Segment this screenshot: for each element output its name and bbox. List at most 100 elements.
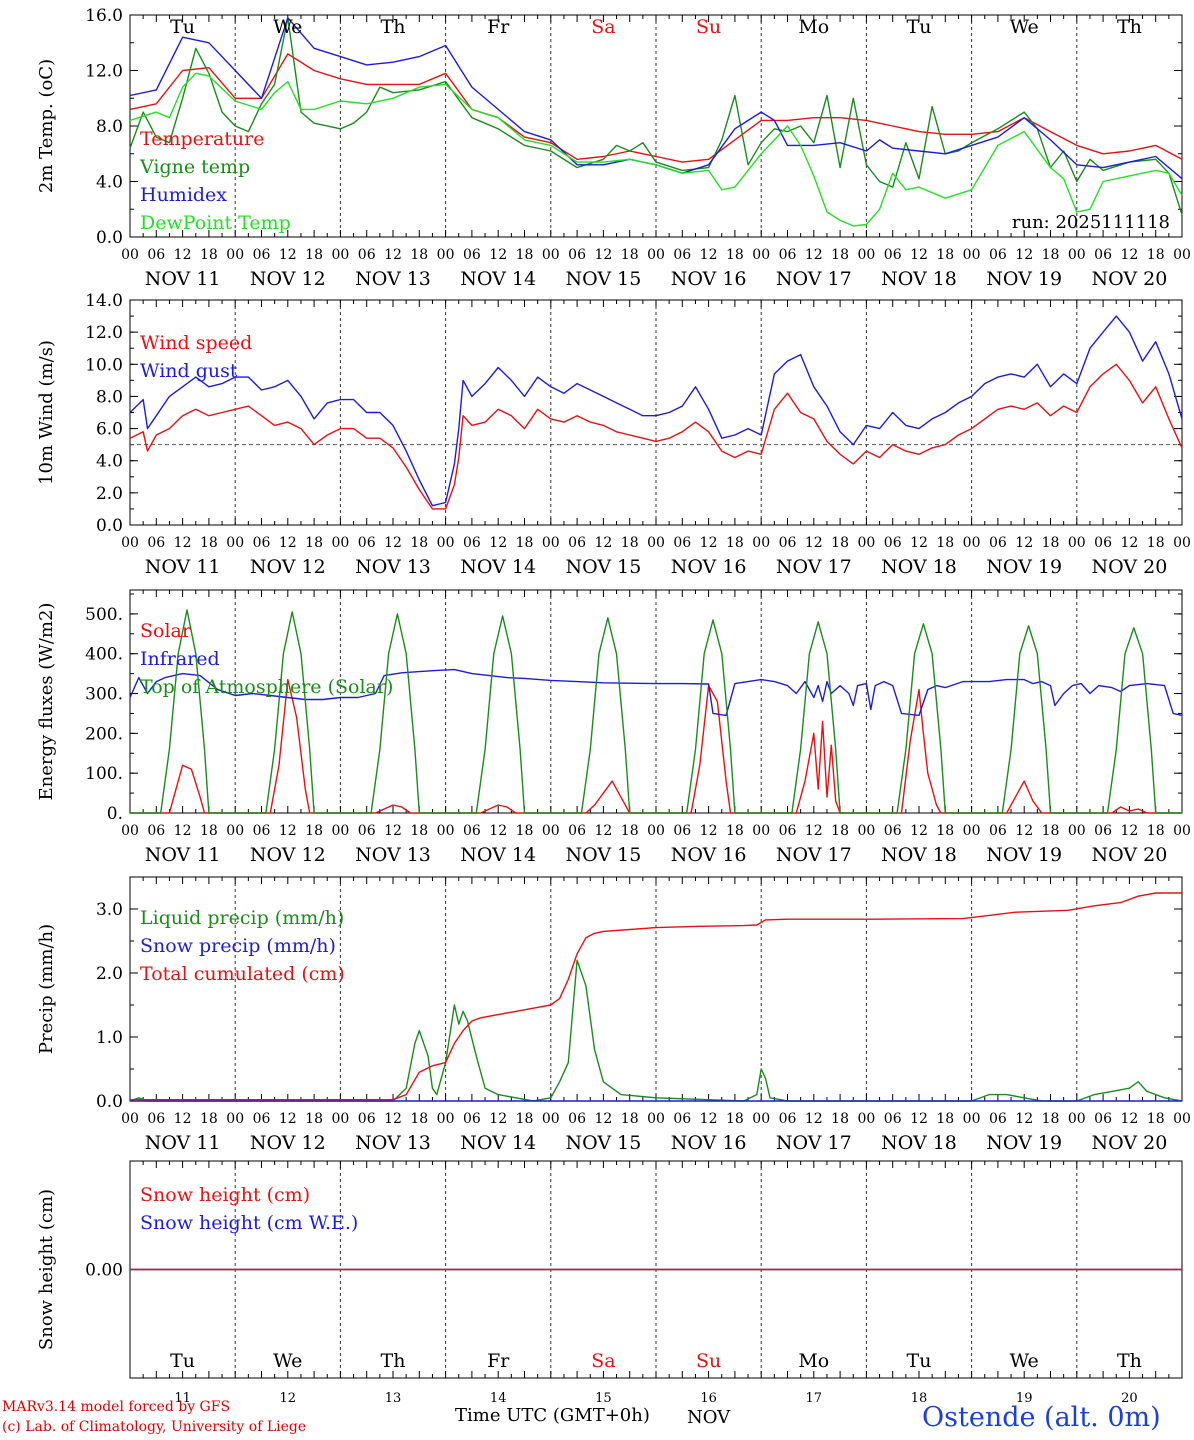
hour-tick-label: 18 [305,535,323,551]
y-tick-label: 4.0 [96,173,123,193]
hour-tick-label: 06 [989,247,1007,263]
date-label: NOV 14 [460,556,536,578]
weekday-label: Tu [907,16,932,38]
hour-tick-label: 18 [1147,535,1165,551]
day-number-label: 12 [280,1391,297,1406]
hour-tick-label: 12 [700,247,718,263]
run-label: run: 2025111118 [1012,212,1170,233]
hour-tick-label: 18 [621,247,639,263]
series-top-of-atmosphere-solar [130,609,1182,814]
hour-tick-label: 12 [1015,1111,1033,1127]
hour-tick-label: 12 [489,1111,507,1127]
date-label: NOV 16 [671,556,747,578]
hour-tick-label: 00 [1068,247,1086,263]
hour-tick-label: 06 [463,1111,481,1127]
y-tick-label: 1.0 [96,1028,123,1048]
hour-tick-label: 00 [542,1111,560,1127]
weekday-label: Mo [798,16,829,38]
hour-tick-label: 06 [989,823,1007,839]
hour-tick-label: 06 [147,535,165,551]
y-tick-label: 16.0 [85,6,123,26]
date-label: NOV 13 [355,1132,431,1154]
hour-tick-label: 06 [779,535,797,551]
panel-frame [129,589,1183,814]
y-tick-label: 12.0 [85,62,123,82]
hour-tick-label: 06 [673,535,691,551]
weekday-label: Fr [487,1350,510,1372]
hour-tick-label: 12 [174,535,192,551]
hour-tick-label: 12 [174,1111,192,1127]
y-tick-label: 0.0 [96,516,123,536]
day-number-label: 14 [490,1391,507,1406]
y-tick-label: 400. [85,645,123,665]
panel-frame [129,299,1183,526]
hour-tick-label: 00 [857,535,875,551]
legend-entry: Wind gust [140,360,238,382]
hour-tick-label: 00 [752,535,770,551]
hour-tick-label: 00 [963,247,981,263]
day-number-label: 13 [385,1391,402,1406]
hour-tick-label: 12 [910,535,928,551]
weekday-label: Tu [170,1350,195,1372]
y-tick-label: 6.0 [96,420,123,440]
hour-tick-label: 18 [305,1111,323,1127]
hour-tick-label: 00 [226,535,244,551]
hour-tick-label: 06 [358,823,376,839]
hour-tick-label: 00 [437,1111,455,1127]
hour-tick-label: 18 [516,1111,534,1127]
weekday-label: We [1010,16,1039,38]
legend-entry: Top of Atmosphere (Solar) [140,676,393,698]
hour-tick-label: 00 [437,823,455,839]
hour-tick-label: 12 [1120,823,1138,839]
hour-tick-label: 06 [147,823,165,839]
hour-tick-label: 00 [963,823,981,839]
hour-tick-label: 06 [884,535,902,551]
hour-tick-label: 18 [936,823,954,839]
legend-entry: DewPoint Temp [140,212,291,234]
weekday-label: Th [381,16,406,38]
hour-tick-label: 12 [279,535,297,551]
hour-tick-label: 18 [726,1111,744,1127]
hour-tick-label: 06 [358,1111,376,1127]
hour-tick-label: 18 [936,247,954,263]
weekday-label: We [273,1350,302,1372]
hour-tick-label: 18 [1042,823,1060,839]
hour-tick-label: 00 [857,823,875,839]
hour-tick-label: 06 [568,535,586,551]
hour-tick-label: 00 [752,247,770,263]
hour-tick-label: 12 [1015,823,1033,839]
date-label: NOV 18 [881,844,957,866]
hour-tick-label: 12 [805,823,823,839]
date-label: NOV 17 [776,844,852,866]
y-tick-label: 0.0 [96,1092,123,1112]
hour-tick-label: 18 [726,823,744,839]
hour-tick-label: 12 [489,823,507,839]
hour-tick-label: 06 [884,1111,902,1127]
hour-tick-label: 12 [174,247,192,263]
hour-tick-label: 06 [463,247,481,263]
date-label: NOV 20 [1091,1132,1167,1154]
hour-tick-label: 06 [1094,535,1112,551]
hour-tick-label: 12 [594,823,612,839]
day-number-label: 18 [911,1391,928,1406]
hour-tick-label: 12 [384,247,402,263]
hour-tick-label: 00 [542,535,560,551]
y-tick-label: 4.0 [96,452,123,472]
date-label: NOV 19 [986,268,1062,290]
date-label: NOV 11 [145,268,221,290]
hour-tick-label: 18 [1147,1111,1165,1127]
date-label: NOV 12 [250,268,326,290]
hour-tick-label: 12 [594,1111,612,1127]
y-tick-label: 100. [85,764,123,784]
hour-tick-label: 18 [726,247,744,263]
hour-tick-label: 06 [884,247,902,263]
weekday-label: Tu [170,16,195,38]
hour-tick-label: 06 [253,1111,271,1127]
y-tick-label: 12.0 [85,323,123,343]
hour-tick-label: 18 [1147,247,1165,263]
y-axis-title: Precip (mm/h) [36,924,57,1054]
legend-entry: Humidex [140,184,227,206]
hour-tick-label: 18 [621,535,639,551]
hour-tick-label: 18 [516,247,534,263]
series-dewpoint-temp [129,72,1183,227]
